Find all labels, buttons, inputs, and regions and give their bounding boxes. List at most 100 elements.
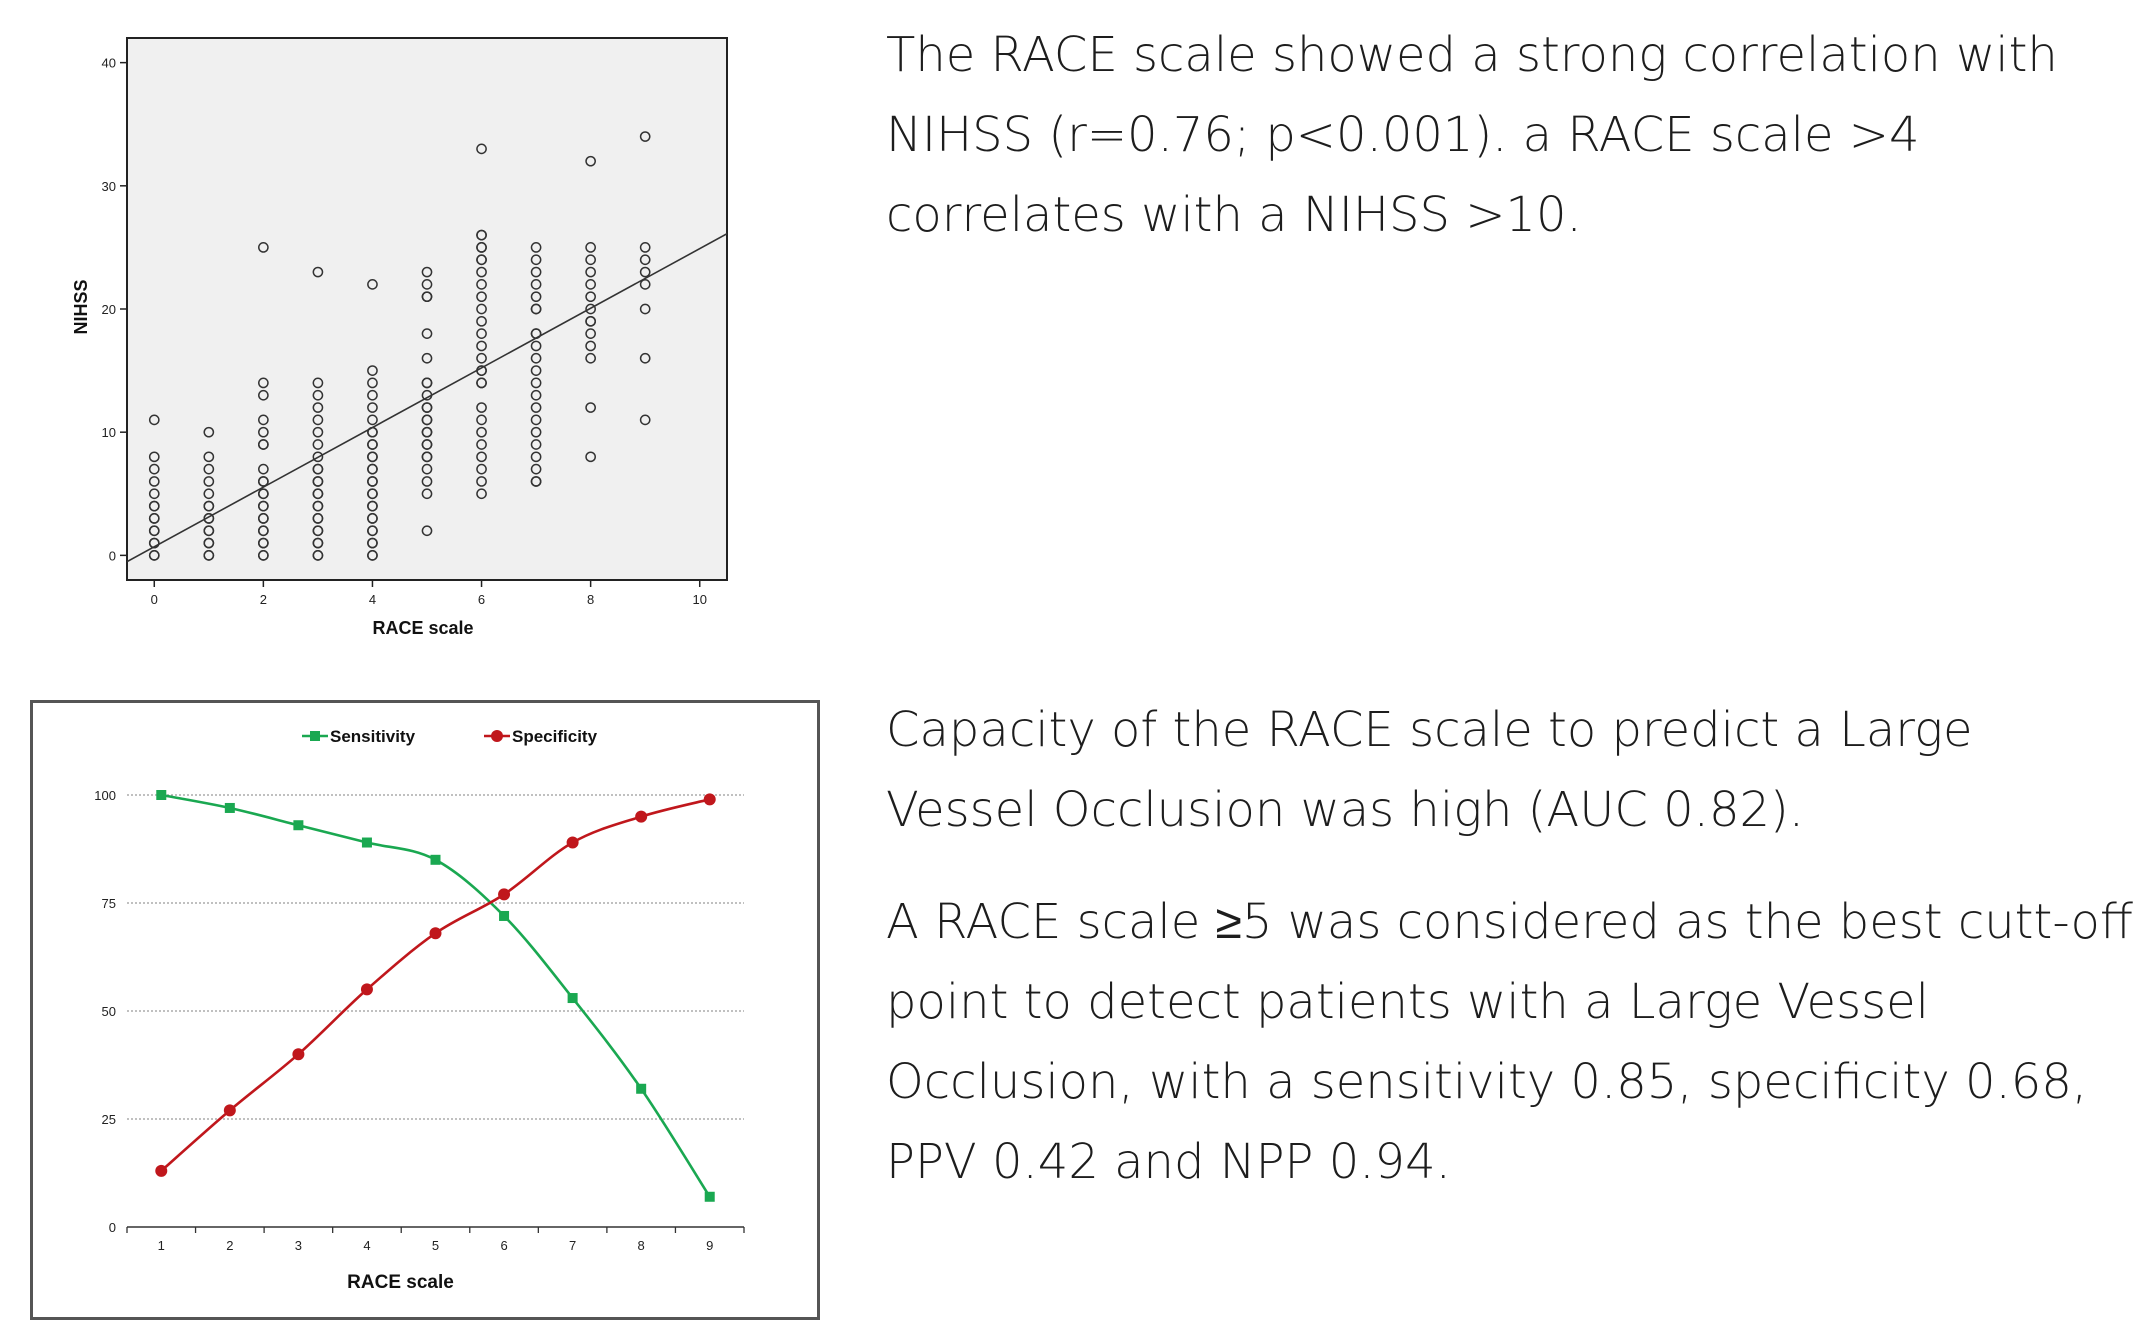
sensitivity-marker xyxy=(293,820,304,831)
specificity-marker xyxy=(360,983,373,996)
specificity-marker xyxy=(498,888,511,901)
data-point xyxy=(258,537,269,549)
sensitivity-marker xyxy=(499,910,510,921)
data-point xyxy=(312,525,324,537)
x-tick-label: 2 xyxy=(260,592,267,607)
data-point xyxy=(312,402,324,413)
specificity-marker xyxy=(703,793,716,806)
data-point xyxy=(421,266,433,278)
data-point xyxy=(312,537,324,549)
data-point xyxy=(258,463,269,475)
specificity-marker xyxy=(566,836,579,849)
sensitivity-marker xyxy=(567,993,578,1004)
x-axis-label: RACE scale xyxy=(347,1272,454,1293)
data-point xyxy=(476,488,487,500)
x-tick-label: 1 xyxy=(158,1238,165,1253)
data-point xyxy=(476,426,487,438)
sensitivity-line xyxy=(161,793,711,1198)
data-point xyxy=(476,439,487,450)
data-point xyxy=(530,426,542,438)
sensitivity-marker xyxy=(636,1083,647,1094)
data-point xyxy=(530,414,542,426)
y-tick-label: 10 xyxy=(102,425,116,440)
data-point xyxy=(367,279,378,290)
data-point xyxy=(203,537,215,549)
x-tick-label: 10 xyxy=(692,592,706,607)
data-point xyxy=(585,451,596,463)
data-point xyxy=(312,414,324,426)
data-point xyxy=(530,340,542,352)
x-tick-label: 6 xyxy=(500,1238,507,1253)
data-point xyxy=(421,328,433,339)
sensitivity-specificity-chart: 0 25 50 75 100 1 2 3 4 5 6 7 8 9 RACE scale Sensitivity… xyxy=(30,700,820,1320)
data-point xyxy=(476,328,487,339)
data-point xyxy=(258,488,269,500)
y-tick-label: 40 xyxy=(102,56,116,71)
data-point xyxy=(367,488,378,500)
data-point xyxy=(530,352,542,364)
data-point xyxy=(312,463,324,475)
x-tick-label: 7 xyxy=(569,1238,576,1253)
data-point xyxy=(530,377,542,389)
x-tick-label: 3 xyxy=(295,1238,302,1253)
data-point xyxy=(639,266,651,278)
data-point xyxy=(148,537,160,549)
scatter-svg: 0 10 20 30 40 0 2 4 6 8 10 RACE scale NIHSS xyxy=(71,37,728,638)
y-axis-label: NIHSS xyxy=(71,279,91,334)
data-point xyxy=(421,451,433,463)
specificity-marker xyxy=(292,1048,305,1061)
data-point xyxy=(585,242,596,253)
data-point xyxy=(639,303,651,315)
sensitivity-marker xyxy=(361,837,372,848)
data-point xyxy=(367,414,378,426)
data-point xyxy=(476,414,487,426)
roc-description: Capacity of the RACE scale to predict a … xyxy=(886,690,2136,1202)
data-point xyxy=(476,143,487,155)
data-point xyxy=(639,279,651,290)
data-point xyxy=(421,389,433,401)
data-point xyxy=(367,402,378,413)
data-point xyxy=(421,476,433,487)
regression-line xyxy=(127,233,727,563)
x-tick-label: 4 xyxy=(369,592,376,607)
data-point xyxy=(476,377,487,389)
data-point xyxy=(476,476,487,487)
data-point xyxy=(421,279,433,290)
specificity-legend-marker xyxy=(491,730,503,742)
data-point xyxy=(421,352,433,364)
data-point xyxy=(530,402,542,413)
data-point xyxy=(530,389,542,401)
data-point xyxy=(421,525,433,537)
y-tick-label: 0 xyxy=(109,548,116,563)
data-point xyxy=(203,463,215,475)
roc-paragraph-auc: Capacity of the RACE scale to predict a … xyxy=(886,702,1973,838)
data-point xyxy=(258,414,269,426)
data-point xyxy=(367,451,378,463)
x-tick-label: 8 xyxy=(638,1238,645,1253)
specificity-marker xyxy=(155,1164,168,1177)
data-point xyxy=(585,402,596,413)
data-point xyxy=(367,389,378,401)
data-point xyxy=(203,525,215,537)
data-point xyxy=(367,550,378,561)
sensitivity-legend-label: Sensitivity xyxy=(330,727,416,746)
data-point xyxy=(367,365,378,376)
y-tick-label: 0 xyxy=(109,1220,116,1235)
specificity-legend-label: Specificity xyxy=(512,727,598,746)
data-point xyxy=(258,525,269,537)
data-point xyxy=(258,500,269,512)
scatter-chart: 0 10 20 30 40 0 2 4 6 8 10 RACE scale NIHSS xyxy=(0,0,760,660)
regression-group xyxy=(127,233,727,563)
data-point xyxy=(530,242,542,253)
data-point xyxy=(203,550,215,561)
data-point xyxy=(421,439,433,450)
data-point xyxy=(585,254,596,266)
data-point xyxy=(421,414,433,426)
data-point xyxy=(312,550,324,561)
specificity-marker xyxy=(223,1104,236,1117)
data-point xyxy=(312,500,324,512)
data-point xyxy=(639,242,651,253)
x-axis-label: RACE scale xyxy=(372,618,473,638)
sensitivity-marker xyxy=(156,790,167,800)
data-point xyxy=(476,365,487,376)
